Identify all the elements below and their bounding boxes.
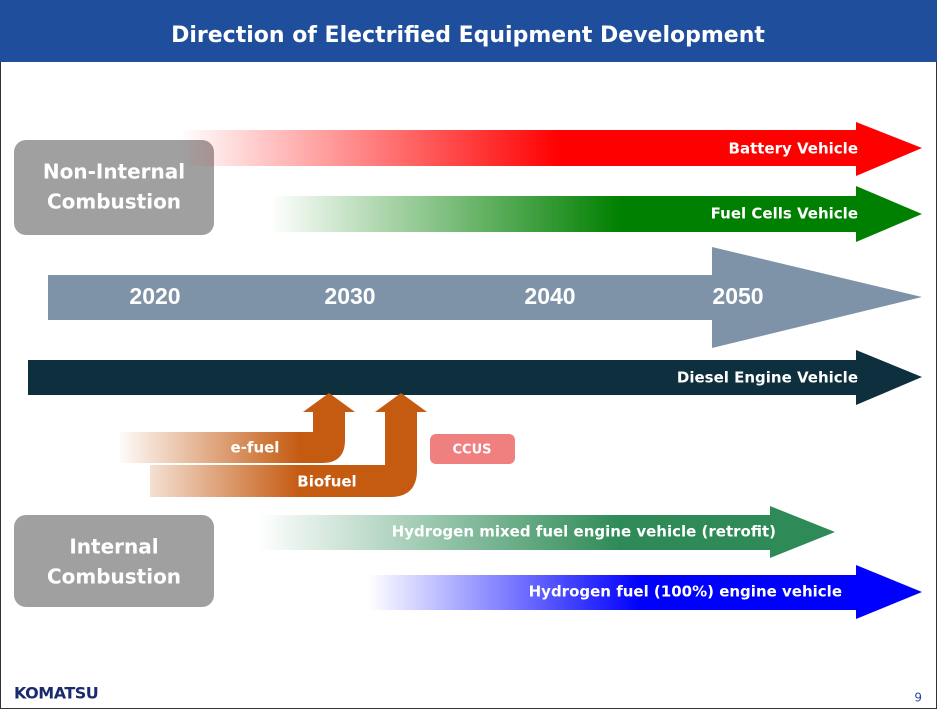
arrow-label: Fuel Cells Vehicle (711, 205, 858, 223)
group-box (14, 140, 214, 235)
year-label: 2050 (712, 283, 763, 309)
group-label: Internal (69, 535, 158, 559)
arrow-label: Biofuel (297, 473, 356, 491)
header-bar (0, 0, 937, 62)
arrow-label: Battery Vehicle (729, 140, 858, 158)
group-label: Non-Internal (43, 160, 185, 184)
arrow-label: Hydrogen mixed fuel engine vehicle (retr… (392, 523, 776, 541)
year-label: 2030 (324, 283, 375, 309)
group-label: Combustion (47, 190, 181, 214)
group-box (14, 515, 214, 607)
page-number: 9 (914, 691, 922, 705)
arrow-label: e-fuel (231, 439, 280, 457)
hydrogen-full-arrow (368, 565, 922, 619)
battery-arrow (180, 122, 922, 176)
arrow-label: Diesel Engine Vehicle (677, 369, 858, 387)
title: Direction of Electrified Equipment Devel… (171, 23, 765, 48)
diesel-arrow (28, 350, 922, 405)
biofuel-arrow (150, 393, 427, 497)
group-label: Combustion (47, 565, 181, 589)
year-label: 2020 (129, 283, 180, 309)
fuel-cells-arrow (270, 186, 922, 242)
timeline-arrow (48, 247, 922, 348)
ccus-label: CCUS (453, 443, 492, 458)
hydrogen-mixed-arrow (258, 506, 835, 558)
ccus-box (430, 434, 515, 464)
logo: KOMATSU (14, 684, 98, 703)
arrow-label: Hydrogen fuel (100%) engine vehicle (529, 583, 842, 601)
year-label: 2040 (524, 283, 575, 309)
e-fuel-arrow (120, 393, 355, 463)
